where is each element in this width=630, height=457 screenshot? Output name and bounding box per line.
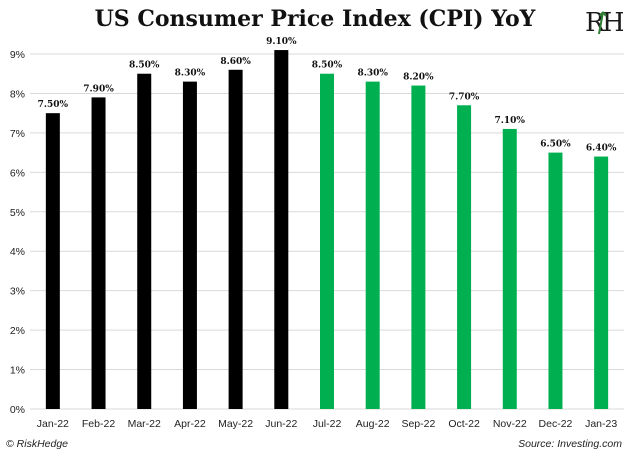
x-tick-label: Oct-22 xyxy=(448,418,480,430)
x-tick-label: Jul-22 xyxy=(313,418,342,430)
bars: 7.50% 7.90% 8.50% 8.30% 8.60% 9.10% 8.50% 8.30%… xyxy=(38,37,617,410)
bar xyxy=(274,50,289,410)
y-tick-label: 4% xyxy=(10,246,25,258)
x-tick-label: Aug-22 xyxy=(356,418,390,430)
bar-value-label: 7.70% xyxy=(449,92,480,102)
x-tick-label: Jan-22 xyxy=(37,418,69,430)
bar-value-label: 8.60% xyxy=(220,57,251,67)
x-tick-label: May-22 xyxy=(218,418,253,430)
x-axis: Jan-22 Feb-22 Mar-22 Apr-22 May-22 Jun-22 Jul-… xyxy=(37,418,618,430)
y-tick-label: 8% xyxy=(10,88,25,100)
y-tick-label: 3% xyxy=(10,286,25,298)
x-tick-label: Mar-22 xyxy=(128,418,161,430)
bar xyxy=(457,105,472,410)
riskhedge-logo: R H xyxy=(585,8,623,38)
y-tick-label: 2% xyxy=(10,325,25,337)
bar xyxy=(502,128,517,409)
y-tick-label: 5% xyxy=(10,207,25,219)
y-tick-label: 9% xyxy=(10,49,25,61)
bar-value-label: 8.30% xyxy=(175,69,206,79)
x-tick-label: Sep-22 xyxy=(401,418,435,430)
bar-value-label: 7.90% xyxy=(83,84,114,94)
bar-value-label: 7.10% xyxy=(495,116,526,126)
bar-value-label: 6.50% xyxy=(540,140,571,150)
bar-value-label: 8.20% xyxy=(403,73,434,83)
source-text: Source: Investing.com xyxy=(518,438,622,450)
x-tick-label: Feb-22 xyxy=(82,418,115,430)
bar xyxy=(365,81,380,409)
bar-value-label: 8.50% xyxy=(129,61,160,71)
bar xyxy=(320,73,334,409)
x-tick-label: Apr-22 xyxy=(174,418,206,430)
x-tick-label: Jan-23 xyxy=(585,418,617,430)
x-tick-label: Jun-22 xyxy=(265,418,297,430)
y-tick-label: 7% xyxy=(10,128,25,140)
bar xyxy=(45,113,60,410)
bar xyxy=(411,85,426,410)
bar-value-label: 8.30% xyxy=(357,69,388,79)
bar-value-label: 9.10% xyxy=(266,37,297,47)
x-tick-label: Nov-22 xyxy=(493,418,527,430)
bar xyxy=(182,81,197,409)
bar xyxy=(594,156,609,409)
bar-value-label: 7.50% xyxy=(38,100,69,110)
y-axis: 0% 1% 2% 3% 4% 5% 6% 7% 8% 9% xyxy=(10,49,25,416)
bar xyxy=(91,97,106,409)
bar xyxy=(548,152,563,409)
bar xyxy=(228,69,243,410)
bar-value-label: 8.50% xyxy=(312,61,343,71)
bar xyxy=(137,73,152,409)
copyright-text: © RiskHedge xyxy=(6,438,69,450)
x-tick-label: Dec-22 xyxy=(539,418,573,430)
y-tick-label: 6% xyxy=(10,167,25,179)
chart-title: US Consumer Price Index (CPI) YoY xyxy=(94,6,536,32)
svg-text:H: H xyxy=(602,8,623,38)
y-tick-label: 0% xyxy=(10,404,25,416)
y-tick-label: 1% xyxy=(10,365,25,377)
bar-value-label: 6.40% xyxy=(586,144,617,154)
